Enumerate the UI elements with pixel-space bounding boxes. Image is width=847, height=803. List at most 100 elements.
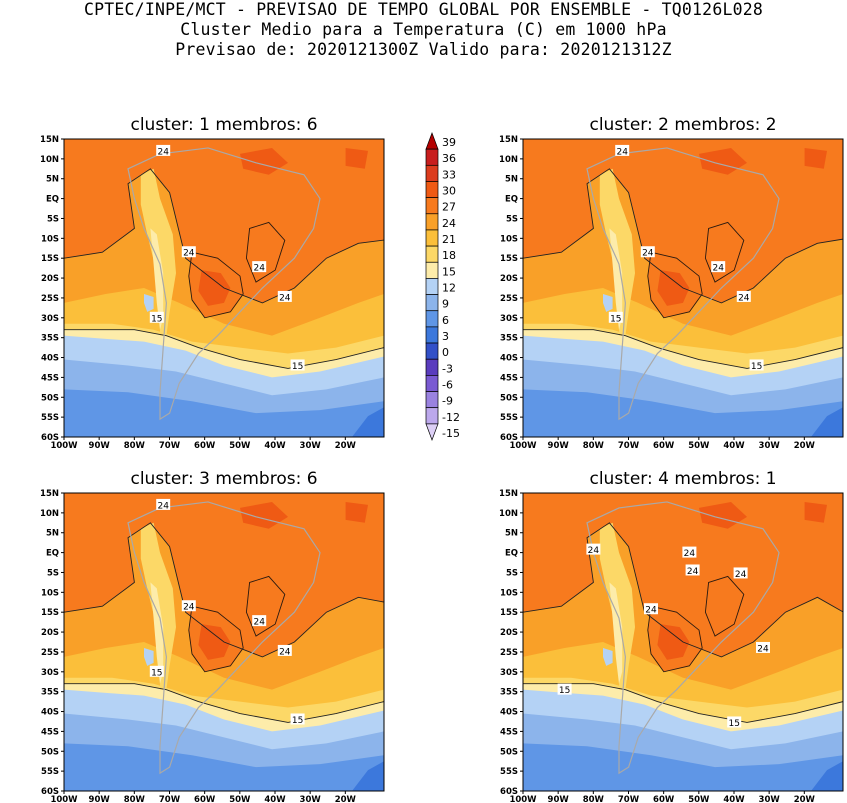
colorbar-label: 18 — [442, 249, 456, 262]
lon-label: 40W — [723, 441, 745, 451]
colorbar-swatch — [425, 423, 439, 442]
lon-label: 30W — [300, 795, 322, 803]
colorbar-label: 30 — [442, 185, 456, 198]
colorbar-swatch — [425, 213, 439, 231]
contour-15 — [523, 329, 843, 369]
contour-label: 24 — [687, 567, 699, 577]
contour-label: 15 — [151, 668, 162, 678]
lat-label: 50S — [500, 747, 518, 757]
colorbar-label: 0 — [442, 346, 449, 359]
andes-15 — [609, 582, 623, 684]
lon-label: 50W — [688, 795, 710, 803]
hot-core — [657, 624, 690, 660]
contour-label: 24 — [279, 647, 291, 657]
lon-label: 50W — [229, 441, 251, 451]
field-3 — [352, 761, 384, 791]
lon-label: 90W — [548, 795, 570, 803]
lat-label: 5N — [46, 529, 59, 539]
lat-label: 35S — [41, 688, 59, 698]
colorbar-swatch — [425, 148, 439, 166]
lon-label: 100W — [50, 441, 78, 451]
contour-15 — [64, 683, 384, 723]
contour-label: 24 — [588, 546, 600, 556]
hot-blob-east — [345, 147, 368, 169]
contour-label-bg — [682, 546, 697, 558]
contour-label-bg — [727, 716, 742, 728]
hot-core — [198, 270, 231, 306]
contour-label-bg — [277, 290, 292, 302]
contour-label-bg — [277, 644, 292, 656]
contour-label: 24 — [157, 501, 169, 511]
lat-label: 45S — [500, 727, 518, 737]
lat-label: 60S — [41, 787, 59, 797]
contour-label-bg — [149, 665, 164, 677]
lon-label: 40W — [264, 795, 286, 803]
lat-label: EQ — [505, 195, 518, 205]
colorbar-label: 6 — [442, 314, 449, 327]
field-6 — [64, 389, 384, 437]
colorbar-label: 33 — [442, 168, 456, 181]
colorbar-label: 3 — [442, 330, 449, 343]
lon-label: 90W — [89, 441, 111, 451]
contour-label-bg — [156, 144, 171, 156]
pacific-patch — [144, 647, 154, 666]
lat-label: 40S — [500, 354, 518, 364]
colorbar-swatch — [425, 294, 439, 312]
field-3 — [811, 407, 843, 437]
colorbar-swatch — [425, 391, 439, 409]
lon-label: 30W — [759, 795, 781, 803]
contour-label-bg — [685, 564, 700, 576]
lat-label: 5S — [47, 568, 59, 578]
lon-label: 80W — [124, 441, 146, 451]
field-6 — [523, 743, 843, 791]
contour-label: 24 — [253, 618, 265, 628]
map-frame — [522, 138, 844, 438]
map-frame — [63, 492, 385, 792]
lat-label: 15N — [40, 135, 59, 145]
panel-title: cluster: 4 membros: 1 — [589, 469, 776, 489]
lon-label: 30W — [300, 441, 322, 451]
coastline — [127, 501, 321, 775]
lon-label: 100W — [509, 441, 537, 451]
contour-label: 24 — [642, 249, 654, 259]
contour-label: 24 — [645, 606, 657, 616]
andes-15 — [150, 582, 164, 684]
lat-label: 45S — [500, 373, 518, 383]
contour-label-bg — [644, 603, 658, 615]
lat-label: 40S — [41, 708, 59, 718]
contour-label: 15 — [151, 314, 162, 324]
lat-label: 5S — [47, 214, 59, 224]
contour-label: 24 — [183, 249, 195, 259]
lat-label: 15S — [41, 254, 59, 264]
pacific-patch — [603, 293, 613, 312]
lat-label: 15S — [500, 254, 518, 264]
map-panel-1: 24 24 24 24 15 15 cluster: 1 membros: 6 15N 10N 5… — [40, 115, 385, 451]
contour-label: 24 — [616, 147, 628, 157]
contour-label-bg — [586, 543, 601, 555]
lat-label: 15N — [499, 135, 518, 145]
contour-label-bg — [290, 713, 305, 725]
lat-label: 50S — [500, 393, 518, 403]
contour-24 — [523, 168, 843, 304]
hot-blob-east — [804, 501, 827, 523]
lon-label: 70W — [159, 441, 181, 451]
colorbar-swatch — [425, 131, 439, 150]
hot-blob-east — [804, 147, 827, 169]
panel-title: cluster: 1 membros: 6 — [130, 115, 317, 135]
lat-label: 15N — [40, 489, 59, 499]
contour-label-bg — [290, 359, 305, 371]
lat-label: 5S — [506, 214, 518, 224]
lon-label: 40W — [723, 795, 745, 803]
hot-core — [657, 270, 690, 306]
colorbar-label: -9 — [442, 395, 453, 408]
lat-label: 45S — [41, 373, 59, 383]
map-field — [64, 139, 384, 437]
lon-label: 30W — [759, 441, 781, 451]
lat-label: EQ — [505, 549, 518, 559]
map-field — [64, 493, 384, 791]
lat-label: EQ — [46, 549, 59, 559]
lat-label: 5S — [506, 568, 518, 578]
contour-label: 24 — [735, 570, 747, 580]
panel-title: cluster: 2 membros: 2 — [589, 115, 776, 135]
